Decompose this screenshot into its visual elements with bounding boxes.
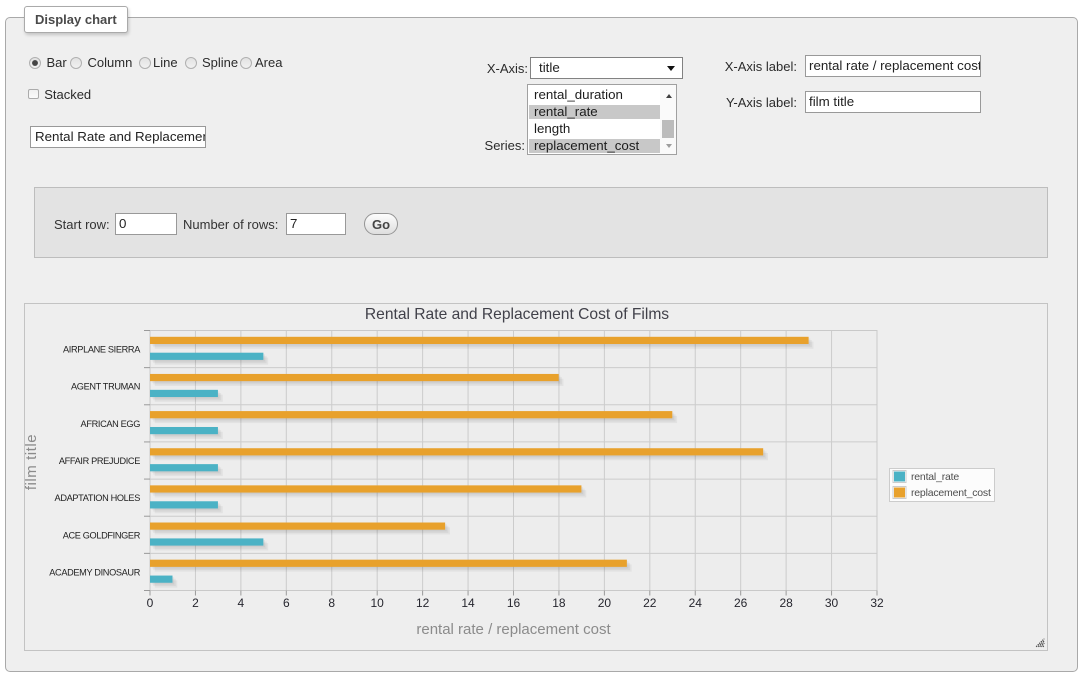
svg-text:AGENT TRUMAN: AGENT TRUMAN <box>71 382 140 392</box>
svg-text:30: 30 <box>825 596 839 610</box>
svg-text:24: 24 <box>689 596 703 610</box>
svg-text:18: 18 <box>552 596 566 610</box>
svg-text:22: 22 <box>643 596 657 610</box>
svg-text:AFFAIR PREJUDICE: AFFAIR PREJUDICE <box>59 456 140 466</box>
svg-text:ACADEMY DINOSAUR: ACADEMY DINOSAUR <box>49 567 140 577</box>
svg-text:2: 2 <box>192 596 199 610</box>
svg-text:AFRICAN EGG: AFRICAN EGG <box>81 419 141 429</box>
svg-text:film title: film title <box>24 434 40 490</box>
svg-text:32: 32 <box>870 596 884 610</box>
svg-text:14: 14 <box>461 596 475 610</box>
svg-text:rental rate / replacement cost: rental rate / replacement cost <box>416 621 611 638</box>
svg-text:4: 4 <box>238 596 245 610</box>
svg-text:10: 10 <box>371 596 385 610</box>
svg-text:6: 6 <box>283 596 290 610</box>
svg-text:AIRPLANE SIERRA: AIRPLANE SIERRA <box>63 345 141 355</box>
svg-text:ADAPTATION HOLES: ADAPTATION HOLES <box>55 493 141 503</box>
svg-text:16: 16 <box>507 596 521 610</box>
svg-text:28: 28 <box>779 596 793 610</box>
svg-text:replacement_cost: replacement_cost <box>911 487 991 499</box>
svg-text:rental_rate: rental_rate <box>911 471 959 483</box>
svg-text:26: 26 <box>734 596 748 610</box>
svg-text:12: 12 <box>416 596 430 610</box>
svg-text:20: 20 <box>598 596 612 610</box>
svg-text:ACE GOLDFINGER: ACE GOLDFINGER <box>63 530 141 540</box>
svg-text:0: 0 <box>147 596 154 610</box>
svg-text:8: 8 <box>328 596 335 610</box>
svg-text:Rental Rate and Replacement Co: Rental Rate and Replacement Cost of Film… <box>365 306 669 323</box>
